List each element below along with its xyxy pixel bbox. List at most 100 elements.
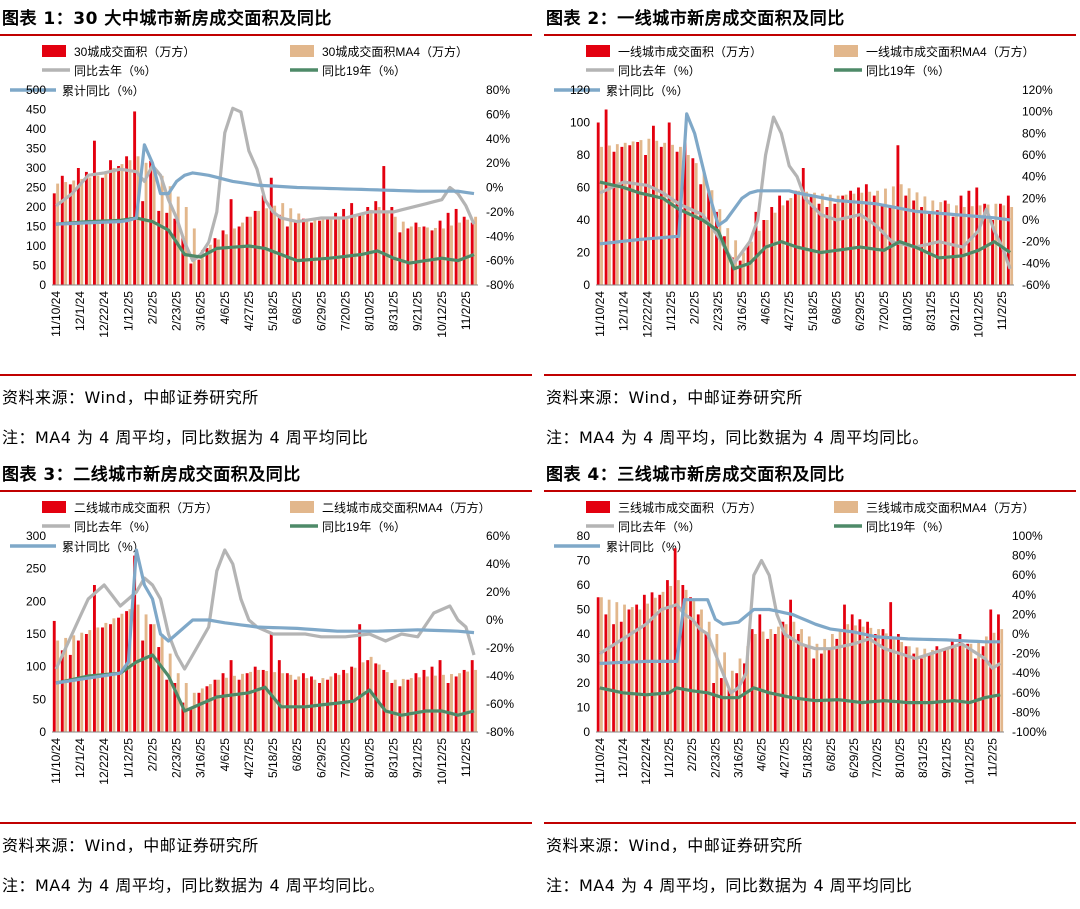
bar-volume bbox=[253, 666, 257, 732]
bar-ma4 bbox=[761, 631, 765, 732]
y-tick-label-right: -20% bbox=[1022, 235, 1050, 249]
bar-volume bbox=[76, 168, 80, 285]
x-tick-label: 10/12/25 bbox=[435, 738, 449, 785]
bar-volume bbox=[596, 122, 600, 285]
bar-ma4 bbox=[136, 604, 140, 732]
bar-volume bbox=[269, 177, 273, 285]
bar-ma4 bbox=[88, 177, 92, 285]
bar-ma4 bbox=[861, 626, 865, 732]
bar-ma4 bbox=[160, 175, 164, 285]
bar-ma4 bbox=[208, 684, 212, 732]
bar-volume bbox=[165, 679, 169, 732]
bar-volume bbox=[382, 166, 386, 285]
lines bbox=[54, 548, 476, 717]
bar-ma4 bbox=[433, 675, 437, 732]
y-tick-label: 0 bbox=[39, 278, 46, 292]
bar-volume bbox=[446, 683, 450, 732]
bar-volume bbox=[318, 683, 321, 732]
x-tick-label: 10/12/25 bbox=[435, 291, 449, 338]
lines bbox=[599, 112, 1012, 271]
bar-volume bbox=[619, 621, 623, 732]
chart-3: 二线城市成交面积（万方） 二线城市成交面积MA4（万方） 同比去年（%） 同比19年（… bbox=[10, 500, 514, 785]
y-tick-label-right: -60% bbox=[1012, 686, 1040, 700]
bar-ma4 bbox=[216, 239, 220, 285]
bar-volume bbox=[229, 199, 233, 285]
x-tick-label: 2/23/25 bbox=[711, 291, 725, 331]
bar-ma4 bbox=[241, 673, 244, 732]
bar-volume bbox=[935, 210, 939, 285]
bar-volume bbox=[310, 222, 313, 285]
bar-volume bbox=[872, 195, 876, 285]
y-tick-label-right: 60% bbox=[1012, 568, 1036, 582]
y-tick-label: 20 bbox=[577, 246, 591, 260]
y-tick-label: 400 bbox=[26, 122, 46, 136]
chart-bottom-rule bbox=[0, 374, 532, 376]
y-tick-label-right: 60% bbox=[1022, 148, 1046, 162]
bar-volume bbox=[92, 140, 96, 285]
bar-volume bbox=[778, 195, 782, 285]
bar-ma4 bbox=[216, 679, 220, 732]
bar-volume bbox=[843, 604, 846, 732]
y-tick-label: 100 bbox=[570, 116, 590, 130]
bar-volume bbox=[627, 609, 631, 732]
bar-ma4 bbox=[337, 218, 341, 285]
bar-ma4 bbox=[321, 218, 325, 285]
bar-ma4 bbox=[884, 633, 888, 732]
bar-volume bbox=[60, 175, 64, 285]
x-tick-label: 12/22/24 bbox=[97, 291, 111, 338]
x-tick-label: 2/2/25 bbox=[145, 291, 159, 325]
bar-volume bbox=[704, 634, 708, 732]
bar-volume bbox=[754, 211, 758, 285]
bar-volume bbox=[707, 192, 711, 285]
chart-title: 图表 4：三线城市新房成交面积及同比 bbox=[546, 465, 845, 485]
bar-volume bbox=[841, 195, 845, 285]
bar-ma4 bbox=[184, 683, 188, 732]
bar-ma4 bbox=[813, 192, 816, 285]
bar-ma4 bbox=[289, 674, 293, 732]
bar-volume bbox=[101, 627, 104, 732]
bar-ma4 bbox=[265, 671, 269, 732]
bar-ma4 bbox=[474, 669, 478, 732]
bar-volume bbox=[758, 614, 762, 732]
bar-ma4 bbox=[961, 645, 965, 732]
y-tick-label-right: 20% bbox=[486, 585, 510, 599]
bar-ma4 bbox=[377, 664, 381, 732]
bar-ma4 bbox=[938, 651, 942, 732]
bar-ma4 bbox=[630, 607, 634, 732]
bar-ma4 bbox=[144, 614, 148, 732]
y-tick-label-right: 0% bbox=[486, 613, 504, 627]
bar-volume bbox=[301, 673, 305, 732]
bar-volume bbox=[358, 624, 362, 732]
bar-volume bbox=[189, 709, 193, 732]
legend-label-yoy19: 同比19年（%） bbox=[866, 64, 950, 78]
bar-volume bbox=[801, 168, 805, 285]
bar-ma4 bbox=[892, 637, 896, 732]
bar-ma4 bbox=[120, 164, 124, 285]
x-tick-label: 1/12/25 bbox=[664, 291, 678, 331]
y-tick-label: 200 bbox=[26, 594, 46, 608]
bar-volume bbox=[390, 683, 394, 732]
y-tick-label: 250 bbox=[26, 562, 46, 576]
bar-volume bbox=[68, 654, 72, 732]
bar-volume bbox=[975, 187, 979, 285]
bar-volume bbox=[804, 646, 808, 732]
bar-ma4 bbox=[80, 178, 84, 285]
bar-volume bbox=[849, 190, 853, 285]
x-tick-label: 5/18/25 bbox=[806, 291, 820, 331]
y-tick-label: 0 bbox=[583, 725, 590, 739]
y-tick-label-right: 40% bbox=[486, 132, 510, 146]
bar-volume bbox=[334, 212, 338, 285]
legend-label-cum: 累计同比（%） bbox=[62, 84, 145, 98]
bar-ma4 bbox=[72, 635, 76, 732]
bar-ma4 bbox=[80, 632, 84, 732]
bar-ma4 bbox=[784, 624, 788, 732]
bar-ma4 bbox=[425, 676, 429, 732]
bar-ma4 bbox=[329, 218, 333, 285]
bar-volume bbox=[827, 648, 831, 732]
legend-swatch-ma4 bbox=[290, 501, 314, 513]
bar-volume bbox=[133, 111, 137, 285]
y-tick-label-right: -20% bbox=[1012, 647, 1040, 661]
bar-ma4 bbox=[773, 212, 777, 285]
bar-ma4 bbox=[700, 609, 703, 732]
bar-volume bbox=[719, 678, 723, 732]
